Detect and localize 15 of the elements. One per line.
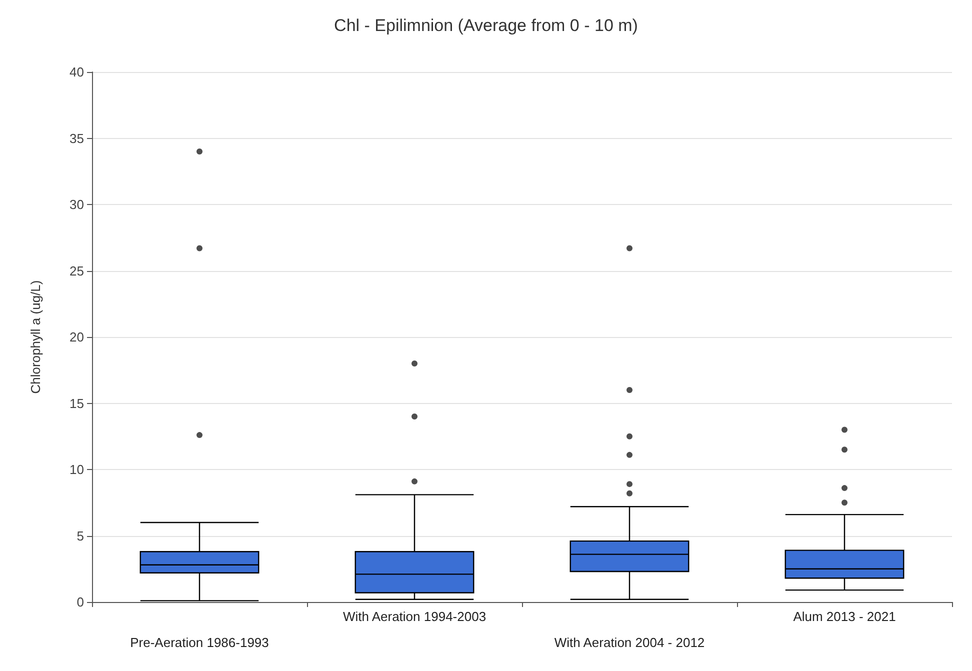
- y-tick-label: 5: [76, 528, 84, 544]
- y-tick-label: 35: [70, 130, 84, 146]
- y-tick-label: 25: [70, 263, 84, 278]
- x-tick-label: With Aeration 2004 - 2012: [554, 635, 705, 650]
- y-tick-label: 15: [70, 396, 84, 411]
- y-tick-label: 20: [70, 330, 84, 344]
- y-axis-title: Chlorophyll a (ug/L): [28, 280, 43, 394]
- x-tick-label: With Aeration 1994-2003: [342, 609, 486, 624]
- x-tick-label: Pre-Aeration 1986-1993: [130, 635, 269, 650]
- y-tick-label: 10: [70, 462, 84, 477]
- x-tick-label: Alum 2013 - 2021: [793, 609, 896, 624]
- y-tick-label: 40: [70, 64, 84, 80]
- y-tick-label: 0: [76, 594, 84, 610]
- y-tick-label: 30: [70, 197, 84, 212]
- chart-title: Chl - Epilimnion (Average from 0 - 10 m): [334, 16, 638, 35]
